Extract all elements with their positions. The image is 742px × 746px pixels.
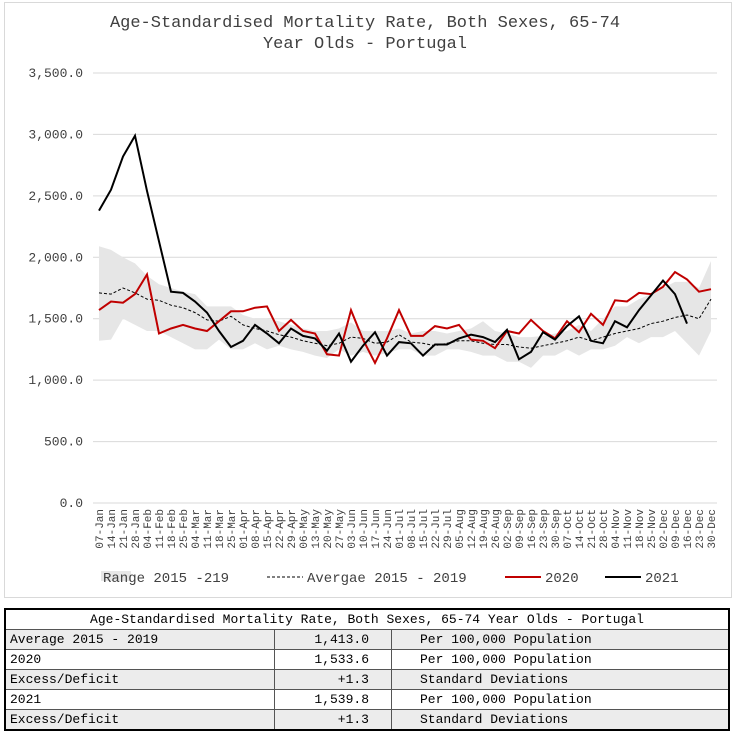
chart-frame: 0.0 500.0 1,000.0 1,500.0 2,000.0 2,500.0 3,00… [4, 2, 732, 598]
table-cell: 2020 [4, 649, 275, 670]
x-tick-label: 04-Nov [611, 509, 623, 549]
table-title-row: Age-Standardised Mortality Rate, Both Se… [4, 608, 730, 630]
x-tick-label: 04-Feb [143, 509, 155, 549]
chart: 0.0 500.0 1,000.0 1,500.0 2,000.0 2,500.0 3,00… [28, 66, 719, 587]
x-tick-label: 14-Jan [107, 509, 119, 549]
y-tick-label: 1,000.0 [28, 373, 83, 388]
x-tick-label: 30-Dec [707, 509, 719, 549]
legend-label: Avergae 2015 - 2019 [307, 571, 467, 587]
x-tick-label: 18-Mar [215, 509, 227, 549]
x-tick-label: 02-Sep [503, 509, 515, 549]
y-tick-label: 3,500.0 [28, 66, 83, 81]
table-cell: Excess/Deficit [4, 709, 275, 731]
x-tick-label: 08-Jul [407, 509, 419, 549]
x-tick-label: 10-Jun [359, 509, 371, 549]
y-tick-label: 2,000.0 [28, 250, 83, 265]
x-tick-label: 02-Dec [659, 509, 671, 549]
table-cell: +1.3 [274, 709, 392, 731]
x-tick-label: 29-Jul [443, 509, 455, 549]
y-tick-label: 1,500.0 [28, 312, 83, 327]
x-tick-label: 01-Apr [239, 509, 251, 549]
y-tick-label: 2,500.0 [28, 189, 83, 204]
table-title: Age-Standardised Mortality Rate, Both Se… [4, 608, 730, 630]
x-tick-label: 01-Jul [395, 509, 407, 549]
x-tick-label: 09-Sep [515, 509, 527, 549]
x-tick-label: 25-Feb [179, 509, 191, 549]
chart-title: Age-Standardised Mortality Rate, Both Se… [109, 14, 621, 54]
x-tick-label: 03-Jun [347, 509, 359, 549]
x-tick-label: 11-Nov [623, 509, 635, 549]
x-tick-label: 17-Jun [371, 509, 383, 549]
x-tick-label: 25-Mar [227, 509, 239, 549]
table-cell: Average 2015 - 2019 [4, 629, 275, 650]
x-tick-label: 23-Sep [539, 509, 551, 549]
x-tick-label: 25-Nov [647, 509, 659, 549]
x-tick-label: 28-Oct [599, 509, 611, 549]
x-tick-label: 18-Nov [635, 509, 647, 549]
x-tick-label: 18-Feb [167, 509, 179, 549]
series-line [98, 270, 712, 366]
table-row: Average 2015 - 2019 1,413.0 Per 100,000 Po… [4, 629, 730, 650]
series-line [98, 132, 688, 364]
x-tick-label: 09-Dec [671, 509, 683, 549]
x-tick-label: 11-Feb [155, 509, 167, 549]
x-tick-label: 24-Jun [383, 509, 395, 549]
summary-table: Age-Standardised Mortality Rate, Both Se… [4, 608, 730, 731]
range-area [99, 246, 711, 368]
table-cell: +1.3 [274, 669, 392, 690]
x-tick-label: 28-Jan [131, 509, 143, 549]
y-tick-label: 500.0 [44, 435, 83, 450]
table-body: Age-Standardised Mortality Rate, Both Se… [4, 608, 730, 731]
legend-label: Range 2015 -219 [103, 571, 229, 587]
x-tick-label: 11-Mar [203, 509, 215, 549]
x-tick-label: 26-Aug [491, 509, 503, 549]
table-cell: Per 100,000 Population [391, 649, 730, 670]
x-tick-label: 07-Oct [563, 509, 575, 549]
x-tick-label: 29-Apr [287, 509, 299, 549]
y-tick-label: 0.0 [60, 496, 83, 511]
table-cell: Per 100,000 Population [391, 689, 730, 710]
table-cell: Standard Deviations [391, 709, 730, 731]
series-line [98, 287, 712, 349]
x-tick-label: 16-Sep [527, 509, 539, 549]
table-row: 2020 1,533.6 Per 100,000 Population [4, 649, 730, 670]
x-tick-label: 15-Jul [419, 509, 431, 549]
x-tick-label: 22-Apr [275, 509, 287, 549]
x-tick-label: 27-May [335, 509, 347, 549]
x-tick-label: 19-Aug [479, 509, 491, 549]
x-tick-label: 16-Dec [683, 509, 695, 549]
x-tick-label: 05-Aug [455, 509, 467, 549]
table-cell: Standard Deviations [391, 669, 730, 690]
x-tick-label: 21-Jan [119, 509, 131, 549]
table-cell: 1,539.8 [274, 689, 392, 710]
x-tick-label: 23-Dec [695, 509, 707, 549]
x-tick-label: 12-Aug [467, 509, 479, 549]
table-cell: 2021 [4, 689, 275, 710]
table-row: Excess/Deficit +1.3 Standard Deviations [4, 669, 730, 690]
table-cell: Excess/Deficit [4, 669, 275, 690]
x-tick-label: 14-Oct [575, 509, 587, 549]
x-tick-label: 30-Sep [551, 509, 563, 549]
table-cell: 1,413.0 [274, 629, 392, 650]
table-row: 2021 1,539.8 Per 100,000 Population [4, 689, 730, 710]
table-cell: 1,533.6 [274, 649, 392, 670]
x-tick-label: 08-Apr [251, 509, 263, 549]
x-tick-label: 04-Mar [191, 509, 203, 549]
x-tick-label: 13-May [311, 509, 323, 549]
table-cell: Per 100,000 Population [391, 629, 730, 650]
x-tick-label: 07-Jan [95, 509, 107, 549]
x-tick-label: 22-Jul [431, 509, 443, 549]
y-tick-label: 3,000.0 [28, 127, 83, 142]
legend-label: 2021 [645, 571, 679, 587]
table-row: Excess/Deficit +1.3 Standard Deviations [4, 709, 730, 731]
legend-label: 2020 [545, 571, 579, 587]
x-tick-label: 06-May [299, 509, 311, 549]
x-tick-label: 15-Apr [263, 509, 275, 549]
x-tick-label: 21-Oct [587, 509, 599, 549]
legend-swatch [101, 571, 131, 581]
x-tick-label: 20-May [323, 509, 335, 549]
